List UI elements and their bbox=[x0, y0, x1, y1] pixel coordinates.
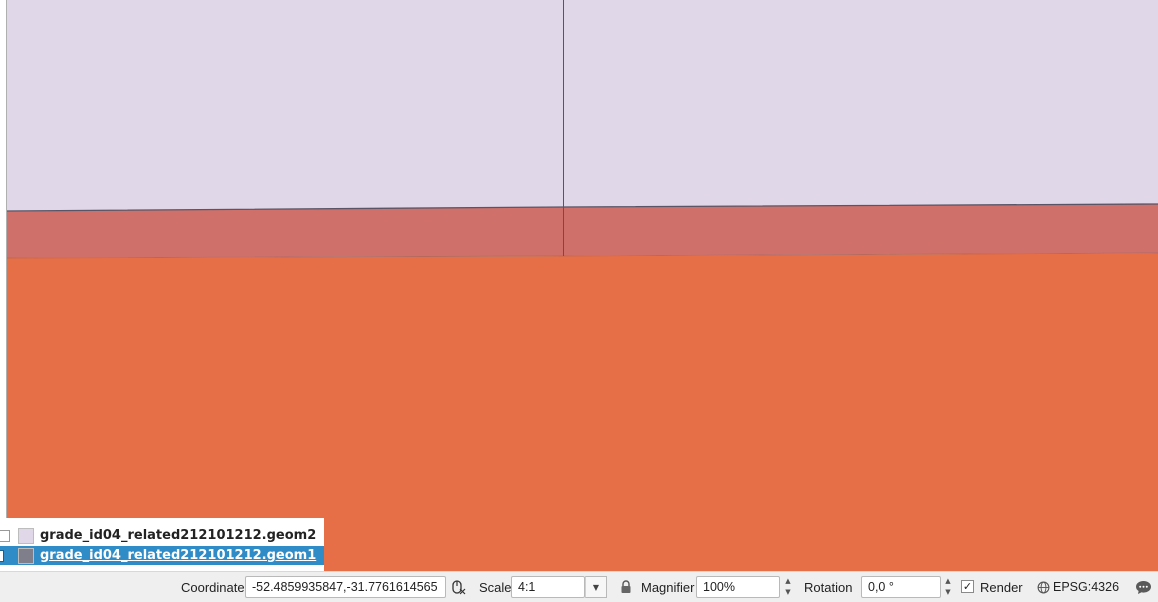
layer-item[interactable]: grade_id04_related212101212.geom2 bbox=[0, 526, 324, 545]
layers-panel: grade_id04_related212101212.geom2 grade_… bbox=[0, 518, 324, 571]
mouse-coordinate-icon[interactable] bbox=[450, 572, 466, 602]
polygon-geom2-right[interactable] bbox=[563, 0, 1158, 207]
globe-icon[interactable] bbox=[1036, 572, 1050, 602]
scale-label: Scale bbox=[479, 579, 512, 595]
magnifier-field[interactable]: 100% bbox=[696, 576, 780, 598]
spin-down-icon[interactable]: ▼ bbox=[785, 588, 791, 596]
render-label: Render bbox=[980, 579, 1023, 595]
messages-icon[interactable] bbox=[1134, 572, 1152, 602]
status-bar: Coordinate -52.4859935847,-31.7761614565… bbox=[0, 571, 1158, 602]
magnifier-spinner[interactable]: ▲ ▼ bbox=[782, 576, 794, 598]
layer-symbol-swatch bbox=[18, 547, 34, 564]
map-canvas[interactable] bbox=[0, 0, 1158, 571]
layer-visibility-checkbox[interactable] bbox=[0, 549, 4, 562]
rotation-field[interactable]: 0,0 ° bbox=[861, 576, 941, 598]
coordinate-label: Coordinate bbox=[181, 579, 245, 595]
rotation-spinner[interactable]: ▲ ▼ bbox=[942, 576, 954, 598]
chevron-down-icon: ▼ bbox=[592, 582, 600, 592]
polygon-geom2-left[interactable] bbox=[7, 0, 563, 211]
rotation-label: Rotation bbox=[804, 579, 853, 595]
layer-item-selected[interactable]: grade_id04_related212101212.geom1 bbox=[0, 546, 324, 565]
layer-name: grade_id04_related212101212.geom1 bbox=[40, 548, 317, 563]
polygon-overlap-band[interactable] bbox=[7, 204, 1158, 258]
polygon-boundary-bottom bbox=[6, 252, 1158, 259]
polygon-boundary-top bbox=[6, 203, 1158, 212]
polygon-geom1[interactable] bbox=[7, 253, 1158, 571]
spin-up-icon[interactable]: ▲ bbox=[785, 577, 791, 585]
spin-down-icon[interactable]: ▼ bbox=[945, 588, 951, 596]
scale-dropdown-button[interactable]: ▼ bbox=[585, 576, 607, 598]
lock-icon[interactable] bbox=[619, 572, 633, 602]
layer-name: grade_id04_related212101212.geom2 bbox=[40, 528, 317, 543]
render-checkbox[interactable]: ✓ bbox=[961, 580, 974, 593]
spin-up-icon[interactable]: ▲ bbox=[945, 577, 951, 585]
coordinate-field[interactable]: -52.4859935847,-31.7761614565 bbox=[245, 576, 446, 598]
crs-button[interactable]: EPSG:4326 bbox=[1053, 580, 1120, 594]
magnifier-label: Magnifier bbox=[641, 579, 695, 595]
scale-combobox[interactable]: 4:1 bbox=[511, 576, 585, 598]
layer-symbol-swatch bbox=[18, 527, 34, 544]
layer-visibility-checkbox[interactable] bbox=[0, 529, 10, 542]
map-features[interactable] bbox=[0, 0, 1158, 571]
